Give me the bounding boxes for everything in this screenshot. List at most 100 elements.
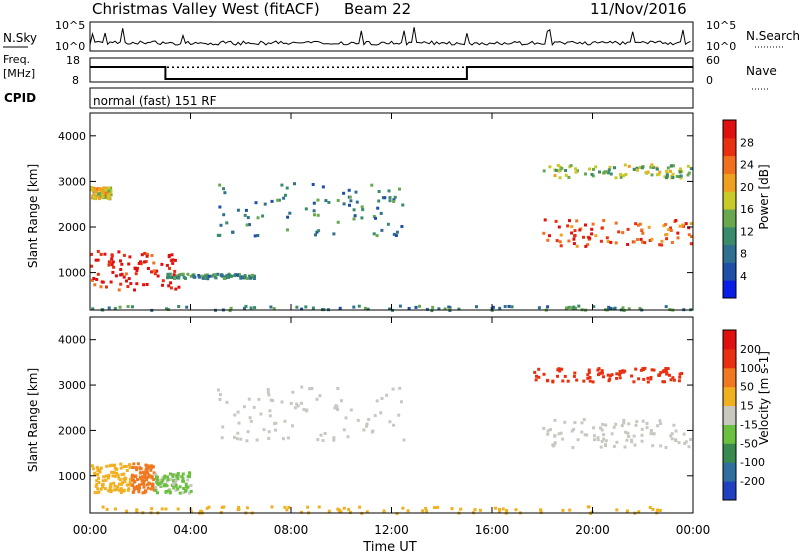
vel-cell <box>122 477 126 481</box>
power-cell <box>425 307 429 311</box>
vel-cell <box>656 508 659 512</box>
power-cell <box>197 275 201 279</box>
vel-cell <box>677 441 681 445</box>
power-cell <box>280 183 284 187</box>
power-cell <box>380 228 384 232</box>
power-cell <box>127 277 131 281</box>
power-cell <box>660 243 664 247</box>
power-cell <box>559 244 563 248</box>
vel-cell <box>648 506 652 509</box>
vel-cell <box>267 436 271 440</box>
time-tick-label: 00:00 <box>676 523 711 537</box>
vel-cell <box>149 468 153 472</box>
cpid-panel-frame <box>89 87 694 109</box>
vel-cell <box>344 416 348 420</box>
power-cell <box>627 307 631 311</box>
power-cell <box>150 270 154 274</box>
vel-cell <box>237 508 241 512</box>
power-cell <box>570 231 574 235</box>
vel-cell <box>537 367 541 371</box>
vel-cell <box>268 409 272 413</box>
velocity_colorbar-swatch <box>723 443 736 463</box>
power-cell <box>269 305 273 309</box>
vel-cell <box>671 376 675 380</box>
vel-cell <box>604 439 608 443</box>
vel-cell <box>645 422 649 425</box>
vel-cell <box>289 401 293 405</box>
nave-tick-top: 60 <box>706 54 720 67</box>
vel-cell <box>105 464 109 468</box>
vel-cell <box>156 491 159 495</box>
vel-cell <box>332 438 336 442</box>
power-cell <box>647 225 651 229</box>
vel-cell <box>546 432 550 436</box>
power-cell <box>676 236 680 240</box>
vel-cell <box>225 400 229 404</box>
power-cell <box>316 213 320 217</box>
power-cell <box>503 305 507 308</box>
vel-cell <box>375 399 379 403</box>
vel-cell <box>339 510 343 514</box>
vel-cell <box>553 434 557 438</box>
vel-cell <box>659 444 663 448</box>
vel-cell <box>553 441 557 445</box>
vel-cell <box>602 437 606 441</box>
vel-cell <box>662 369 666 373</box>
time-tick-label: 20:00 <box>575 523 610 537</box>
vel-cell <box>649 376 653 379</box>
vel-cell <box>233 435 236 439</box>
power-cell <box>214 276 218 280</box>
vel-cell <box>174 483 178 487</box>
power-cell <box>177 276 181 280</box>
power-cell <box>670 241 674 244</box>
power-cell <box>161 279 165 283</box>
power-cell <box>431 305 435 309</box>
vel-cell <box>478 508 482 512</box>
vel-cell <box>152 488 156 492</box>
power-cell <box>96 250 100 253</box>
power-cell <box>671 176 675 179</box>
vel-cell <box>588 379 592 383</box>
power-cell <box>144 260 148 264</box>
vel-cell <box>172 486 176 490</box>
power-cell <box>418 304 421 308</box>
power-cell <box>247 274 251 278</box>
vel-cell <box>245 506 249 510</box>
vel-cell <box>166 475 169 479</box>
power-cell <box>104 193 108 197</box>
power-cell <box>557 225 561 229</box>
freq-unit-label: [MHz] <box>3 67 35 80</box>
power-cell <box>134 272 138 276</box>
vel-cell <box>365 424 368 428</box>
power-cell <box>679 176 683 180</box>
velocity_colorbar-tick-label: 50 <box>740 381 754 394</box>
vel-cell <box>618 370 622 373</box>
power-cell <box>230 274 233 278</box>
power-cell <box>223 191 227 195</box>
power-cell <box>566 224 570 228</box>
power-cell <box>244 208 248 212</box>
vel-cell <box>551 380 555 384</box>
power_colorbar-tick-label: 8 <box>740 248 747 261</box>
vel-cell <box>561 508 565 512</box>
vel-cell <box>557 432 561 436</box>
vel-cell <box>131 484 135 487</box>
vel-cell <box>207 505 211 509</box>
vel-cell <box>563 420 567 424</box>
power-cell <box>437 307 441 311</box>
power-cell <box>669 229 673 232</box>
velocity_colorbar-tick-label: 100 <box>740 362 761 375</box>
vel-cell <box>141 491 145 495</box>
power-cell <box>559 233 563 237</box>
vel-cell <box>321 439 325 443</box>
power-cell <box>90 252 93 256</box>
vel-cell <box>104 478 108 482</box>
power-colorbar: 4 8 12 16 20 24 28 <box>722 119 754 299</box>
vel-cell <box>593 438 596 442</box>
power_colorbar-tick-label: 12 <box>740 225 754 238</box>
vel-cell <box>255 438 259 442</box>
power-cell <box>375 234 379 238</box>
vel-cell <box>221 425 225 429</box>
power-cell <box>249 276 253 280</box>
vel-cell <box>645 426 649 430</box>
